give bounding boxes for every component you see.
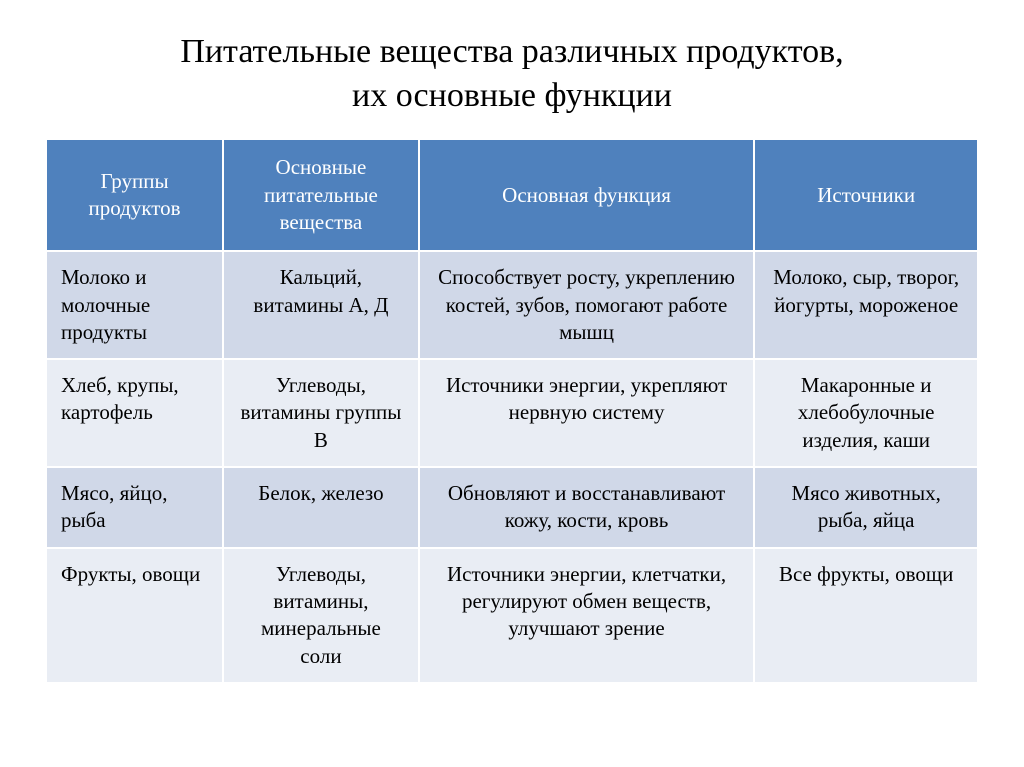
table-row: Мясо, яйцо, рыба Белок, железо Обновляют… [46, 467, 978, 548]
header-function: Основная функция [419, 139, 755, 251]
nutrients-table: Группы продуктов Основные питательные ве… [45, 138, 979, 683]
page-title: Питательные вещества различных продуктов… [45, 30, 979, 118]
header-sources: Источники [754, 139, 978, 251]
cell-function: Способствует росту, укреплению костей, з… [419, 251, 755, 359]
title-line-2: их основные функции [352, 77, 672, 114]
cell-nutrients: Углеводы, витамины, минеральные соли [223, 548, 419, 683]
cell-nutrients: Белок, железо [223, 467, 419, 548]
header-groups: Группы продуктов [46, 139, 223, 251]
cell-sources: Все фрукты, овощи [754, 548, 978, 683]
cell-function: Обновляют и восстанавливают кожу, кости,… [419, 467, 755, 548]
cell-group: Мясо, яйцо, рыба [46, 467, 223, 548]
header-nutrients: Основные питательные вещества [223, 139, 419, 251]
cell-sources: Молоко, сыр, творог, йогурты, мороженое [754, 251, 978, 359]
cell-nutrients: Кальций, витамины А, Д [223, 251, 419, 359]
title-line-1: Питательные вещества различных продуктов… [180, 33, 843, 70]
cell-nutrients: Углеводы, витамины группы В [223, 359, 419, 467]
cell-group: Молоко и молочные продукты [46, 251, 223, 359]
cell-function: Источники энергии, укрепляют нервную сис… [419, 359, 755, 467]
cell-sources: Мясо животных, рыба, яйца [754, 467, 978, 548]
cell-group: Фрукты, овощи [46, 548, 223, 683]
cell-group: Хлеб, крупы, картофель [46, 359, 223, 467]
table-header-row: Группы продуктов Основные питательные ве… [46, 139, 978, 251]
cell-sources: Макаронные и хлебобулочные изделия, каши [754, 359, 978, 467]
cell-function: Источники энергии, клетчатки, регулируют… [419, 548, 755, 683]
table-row: Молоко и молочные продукты Кальций, вита… [46, 251, 978, 359]
table-row: Фрукты, овощи Углеводы, витамины, минера… [46, 548, 978, 683]
table-row: Хлеб, крупы, картофель Углеводы, витамин… [46, 359, 978, 467]
